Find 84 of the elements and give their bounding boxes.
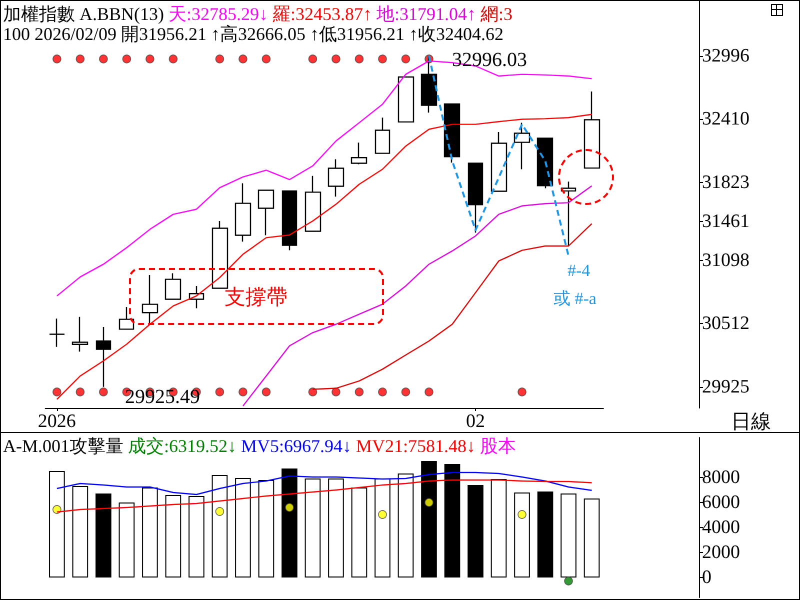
candlestick [398,76,414,123]
candlestick [164,272,182,300]
candlestick [142,274,158,325]
candlestick [48,318,66,348]
bar [188,496,204,578]
chart-title: A-M.001攻擊量 [3,436,124,456]
bar [328,478,344,578]
y-tick-label: 31461 [702,210,750,232]
bar [514,492,530,578]
candlestick [444,103,460,164]
bar [212,475,228,578]
y-tick-label: 4000 [702,517,740,538]
bar [72,486,88,578]
y-tick-label: 31823 [702,172,750,193]
bar [258,480,274,578]
candlestick [234,182,252,242]
bar [537,492,554,578]
annotation: #-4 [568,261,590,281]
bar [142,488,158,578]
y-tick-label: 6000 [702,492,740,513]
y-tick-label: 29925 [702,376,750,398]
candlestick [258,190,274,236]
y-tick-label: 0 [702,567,712,588]
point [285,503,294,512]
annotation: 成交:6319.52↓ [127,436,237,456]
candlestick [560,181,576,247]
annotation: 支撐帶 [224,284,288,311]
text: 天:32785.29↓ [168,4,268,24]
annotation: 股本 [479,436,516,456]
line-series [56,472,592,496]
annotation: 或 #-a [554,288,596,310]
candlestick [536,138,554,189]
bar [560,494,576,578]
point [424,498,434,507]
bar [584,498,600,578]
x-tick-label: 02 [466,411,485,432]
series-label: MV5:6967.94↓ [240,436,352,456]
chart-title: 加權指數 A.BBN(13) [3,4,164,24]
candlestick [468,162,484,234]
candlestick [584,90,600,169]
bar [49,471,65,578]
candlestick [304,175,322,232]
candlestick [96,326,112,388]
bar [490,479,507,578]
candlestick [490,131,508,192]
series-label: MV21:7581.48↓ [355,436,476,456]
bar [444,464,460,578]
bar [374,478,390,578]
candlestick [72,316,88,352]
bar [96,494,112,578]
point [564,576,573,586]
bar [468,485,484,578]
text: 日線 [731,410,771,434]
text: 地:31791.04↑ [376,4,476,24]
y-tick-label: 2000 [702,542,740,563]
text: 網:3 [480,4,513,24]
candlestick [350,142,368,165]
bar [304,478,321,578]
annotation: 32996.03 [452,48,527,72]
point [52,505,62,514]
text: 羅:32453.87↑ [272,4,372,24]
text: 100 2026/02/09 開31956.21 ↑高32666.05 ↑低31956.21 ↑收32404.62 [3,24,504,46]
point [378,510,387,519]
point [215,507,224,516]
bar [282,468,298,578]
y-tick-label: 30512 [702,313,750,334]
annotation: 29925.49 [125,386,200,408]
candlestick [328,158,344,198]
candlestick [514,122,530,170]
bar [351,488,368,578]
bar [398,474,414,578]
x-tick-label: 2026 [38,411,76,432]
bar [235,478,251,578]
point [518,510,526,519]
bar [165,495,182,578]
y-tick-label: 32996 [702,45,750,66]
bar [118,502,135,578]
y-tick-label: 31098 [702,250,750,272]
candlestick [118,306,134,330]
bar [421,461,437,578]
y-tick-label: 8000 [702,467,740,488]
candlestick [374,117,390,154]
candlestick [282,190,298,251]
y-tick-label: 32410 [702,108,750,130]
